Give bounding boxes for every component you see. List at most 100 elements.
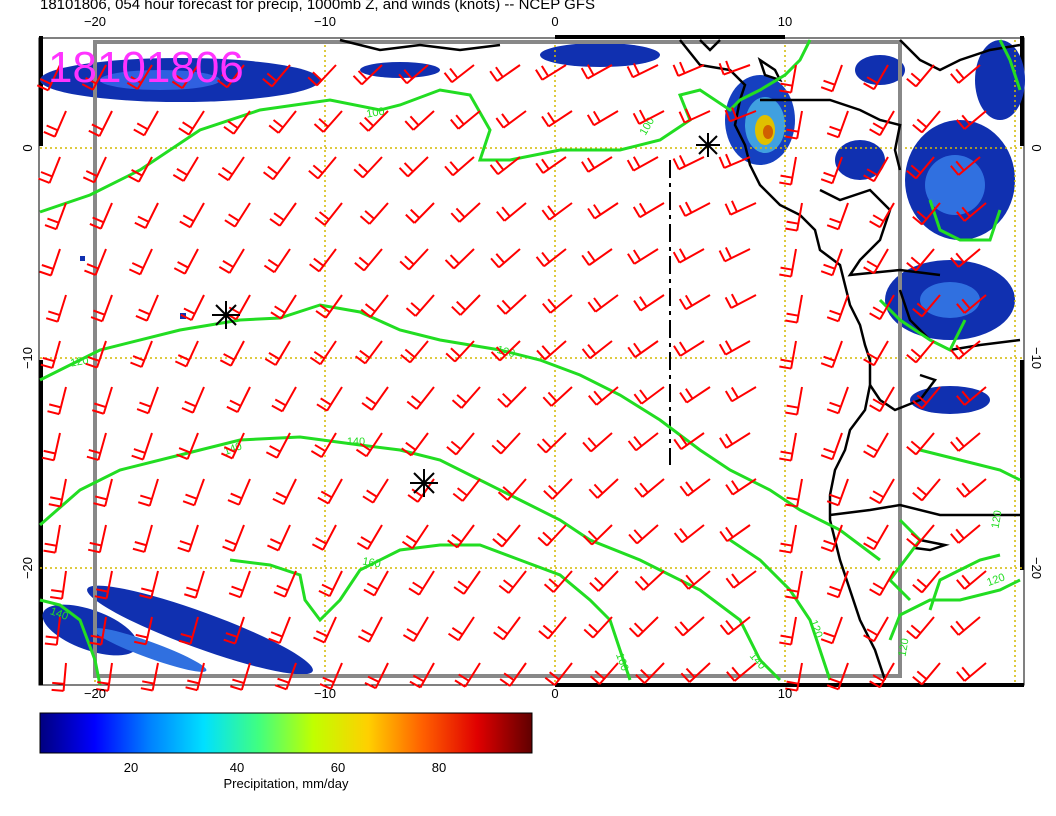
wind-barb	[274, 662, 297, 691]
wind-barb	[399, 248, 429, 271]
colorbar-tick-label: 60	[331, 760, 345, 775]
wind-barb	[679, 478, 711, 497]
wind-barb	[135, 294, 159, 322]
wind-barb	[869, 478, 895, 505]
wind-barb	[318, 570, 343, 598]
x-tick-label-top: 0	[551, 14, 558, 29]
wind-barb	[956, 110, 987, 130]
wind-barb	[139, 570, 159, 600]
colorbar-ticks: 20 40 60 80	[124, 760, 446, 775]
wind-barb	[956, 202, 987, 222]
wind-barb	[43, 110, 67, 138]
wind-barb	[628, 616, 659, 638]
wind-barb	[263, 248, 291, 274]
wind-barb	[493, 616, 521, 641]
wind-barb	[401, 524, 429, 550]
wind-barb	[678, 201, 711, 217]
wind-barb	[498, 570, 527, 594]
wind-barb	[272, 478, 297, 506]
contour-label: 120	[985, 571, 1006, 589]
wind-barb	[785, 386, 803, 416]
wind-barb	[906, 156, 935, 180]
wind-barb	[673, 524, 705, 544]
wind-barb	[680, 570, 711, 590]
y-tick-label-right: −10	[1029, 347, 1044, 369]
wind-barb	[718, 153, 751, 169]
wind-barb	[674, 616, 705, 637]
wind-barb	[313, 110, 343, 133]
map-title: 18101806, 054 hour forecast for precip, …	[40, 0, 595, 13]
wind-barb	[826, 202, 849, 231]
wind-barb	[779, 156, 797, 186]
wind-barb	[489, 64, 521, 82]
wind-barb	[724, 200, 757, 216]
wind-barb	[785, 110, 803, 140]
wind-barb	[724, 293, 757, 309]
wind-barb	[87, 524, 107, 554]
wind-barb	[173, 248, 199, 275]
wind-barb	[267, 524, 291, 552]
wind-barb	[228, 570, 251, 599]
wind-barb	[400, 340, 429, 364]
wind-barb	[273, 570, 297, 598]
wind-barb	[446, 432, 475, 456]
wind-barb	[718, 60, 751, 76]
contour-label: 140	[48, 605, 69, 623]
wind-barb	[820, 340, 843, 369]
contour-label: 120	[897, 637, 912, 657]
wind-barb	[364, 662, 389, 690]
wind-barb	[223, 616, 245, 645]
wind-barb	[359, 202, 389, 225]
wind-barb	[36, 64, 61, 92]
wind-barb	[497, 478, 527, 501]
wind-barb	[718, 340, 751, 356]
wind-barb	[820, 64, 843, 93]
wind-barb	[820, 616, 843, 645]
wind-barb	[181, 386, 205, 414]
wind-barb	[635, 662, 665, 684]
y-tick-label-left: −20	[20, 557, 35, 579]
wind-barb	[269, 202, 297, 227]
wind-barb	[362, 478, 389, 504]
wind-barb	[912, 662, 941, 686]
wind-barb	[316, 386, 343, 412]
wind-barb	[307, 64, 337, 87]
wind-barb	[912, 294, 941, 318]
wind-barb	[223, 110, 251, 135]
asterisk-icon	[410, 469, 438, 497]
wind-barb	[314, 202, 343, 226]
asterisk-markers	[212, 133, 720, 497]
wind-barb	[453, 570, 481, 595]
wind-barb	[719, 432, 751, 449]
wind-barb	[445, 340, 475, 363]
wind-barb	[270, 294, 297, 320]
wind-barb	[541, 202, 573, 221]
wind-barb	[126, 64, 153, 90]
y-tick-label-right: 0	[1029, 144, 1044, 151]
wind-barb	[40, 340, 61, 369]
wind-barb	[360, 294, 389, 318]
wind-barb	[912, 570, 941, 594]
wind-barb	[673, 432, 705, 450]
wind-barb	[634, 570, 665, 591]
wind-barb	[172, 156, 199, 182]
wind-barb	[672, 248, 705, 264]
wind-barb	[47, 386, 67, 416]
wind-barb	[401, 432, 429, 457]
wind-barb	[48, 478, 67, 508]
wind-barb	[542, 294, 573, 314]
wind-barb	[950, 156, 981, 176]
wind-barb	[542, 386, 573, 407]
contour-label: 120	[69, 355, 89, 370]
wind-barb	[719, 524, 751, 543]
wind-barb	[680, 662, 711, 683]
wind-barb	[785, 294, 803, 324]
wind-barb	[589, 570, 619, 592]
wind-barb	[956, 570, 987, 590]
contour-label: 120	[807, 618, 825, 639]
wind-barb	[820, 432, 843, 461]
wind-barb	[309, 248, 337, 273]
wind-barb	[86, 432, 107, 461]
wind-barb	[361, 386, 389, 411]
